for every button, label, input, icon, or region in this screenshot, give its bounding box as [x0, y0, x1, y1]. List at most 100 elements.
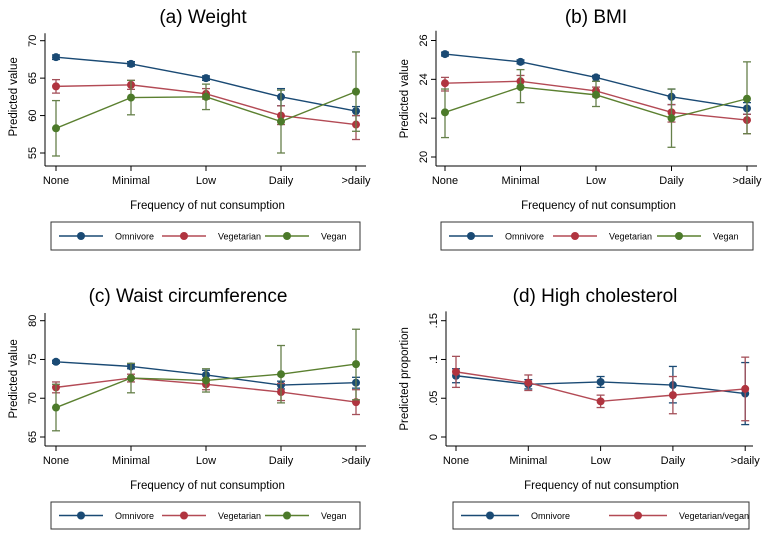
x-tick-label: Low — [591, 455, 611, 467]
legend-item: Vegetarian/vegan — [609, 511, 749, 521]
y-axis-label: Predicted value — [399, 59, 411, 138]
x-tick-label: Daily — [269, 455, 294, 467]
data-point — [668, 391, 677, 400]
data-point — [524, 378, 533, 387]
y-tick-label: 80 — [27, 315, 39, 327]
chart-title: (c) Waist circumference — [89, 286, 288, 307]
x-tick-label: Low — [196, 175, 216, 187]
data-point — [592, 90, 600, 99]
legend-marker — [77, 511, 85, 520]
data-point — [277, 117, 285, 126]
y-tick-label: 65 — [27, 72, 39, 84]
legend-marker — [571, 232, 579, 240]
x-tick-label: Daily — [269, 175, 294, 187]
data-point — [202, 74, 210, 83]
legend-label: Vegan — [321, 232, 347, 242]
y-tick-label: 0 — [428, 434, 440, 440]
data-point — [202, 92, 210, 101]
legend-label: Vegetarian/vegan — [679, 511, 749, 521]
legend-marker — [77, 232, 85, 240]
x-axis-label: Frequency of nut consumption — [524, 480, 679, 492]
series-vegan — [52, 328, 360, 432]
series-vegetarian-vegan — [452, 355, 750, 422]
panel-3: (c) Waist circumference 65 70 75 80 Predicted… — [8, 286, 371, 530]
data-point — [52, 403, 60, 412]
legend: Omnivore Vegetarian/vegan — [452, 501, 750, 530]
legend-label: Omnivore — [505, 232, 544, 242]
data-point — [277, 370, 285, 379]
panel-2: (b) BMI 20 22 24 26 Predicted value None Minima… — [399, 7, 762, 251]
x-tick-label: None — [443, 455, 469, 467]
y-tick-label: 24 — [418, 73, 430, 85]
legend: Omnivore Vegetarian Vegan — [440, 221, 754, 251]
x-tick-label: None — [432, 175, 458, 187]
x-tick-label: Daily — [661, 455, 686, 467]
series-omnivore — [52, 53, 360, 117]
data-point — [52, 82, 60, 91]
legend: Omnivore Vegetarian Vegan — [50, 501, 361, 530]
y-tick-label: 65 — [27, 431, 39, 443]
x-axis-label: Frequency of nut consumption — [130, 200, 285, 212]
legend-item: Vegan — [265, 232, 347, 242]
series-vegan — [441, 61, 751, 148]
data-point — [52, 357, 60, 366]
x-tick-label: >daily — [731, 455, 761, 467]
legend-label: Vegetarian — [609, 232, 652, 242]
series-omnivore — [452, 361, 750, 426]
x-tick-label: Minimal — [509, 455, 547, 467]
x-tick-label: Minimal — [112, 455, 150, 467]
y-tick-label: 22 — [418, 112, 430, 124]
legend-label: Omnivore — [531, 511, 570, 521]
legend-marker — [634, 511, 642, 520]
x-tick-label: Minimal — [112, 175, 150, 187]
data-point — [441, 79, 449, 88]
y-axis-label: Predicted value — [8, 57, 20, 136]
y-tick-label: .15 — [428, 313, 440, 328]
legend-item: Vegan — [265, 511, 347, 521]
data-point — [743, 94, 751, 103]
x-tick-label: Daily — [659, 175, 684, 187]
y-tick-label: 70 — [27, 35, 39, 47]
legend-item: Omnivore — [59, 232, 154, 242]
data-point — [596, 397, 605, 406]
data-point — [516, 57, 525, 66]
series-omnivore — [441, 50, 751, 115]
y-tick-label: 20 — [418, 151, 430, 163]
data-point — [52, 124, 60, 133]
data-point — [596, 377, 605, 386]
legend-item: Vegan — [657, 232, 739, 242]
legend-item: Vegetarian — [162, 232, 261, 242]
legend-marker — [486, 511, 494, 520]
x-axis-label: Frequency of nut consumption — [130, 480, 285, 492]
y-axis-label: Predicted proportion — [399, 327, 411, 431]
legend-label: Vegan — [321, 511, 347, 521]
legend: Omnivore Vegetarian Vegan — [50, 221, 361, 251]
legend-label: Omnivore — [115, 232, 154, 242]
data-point — [352, 360, 360, 369]
legend-item: Omnivore — [449, 232, 544, 242]
y-tick-label: 55 — [27, 147, 39, 159]
chart-title: (a) Weight — [159, 7, 247, 28]
series-vegan — [52, 51, 360, 157]
y-tick-label: 26 — [418, 34, 430, 46]
legend-item: Omnivore — [461, 511, 570, 521]
chart-title: (b) BMI — [565, 7, 627, 28]
x-tick-label: Low — [196, 455, 216, 467]
legend-item: Omnivore — [59, 511, 154, 521]
data-point — [52, 53, 60, 62]
panel-1: (a) Weight 55 60 65 70 Predicted value None Min… — [8, 7, 371, 251]
chart-title: (d) High cholesterol — [513, 286, 678, 307]
x-tick-label: >daily — [341, 175, 371, 187]
data-point — [352, 87, 360, 96]
data-point — [452, 367, 460, 376]
data-point — [127, 93, 135, 102]
legend-marker — [180, 232, 188, 240]
legend-label: Vegetarian — [218, 511, 261, 521]
y-tick-label: 70 — [27, 392, 39, 404]
y-axis-label: Predicted value — [8, 339, 20, 418]
x-tick-label: Low — [586, 175, 606, 187]
data-point — [741, 384, 750, 393]
y-tick-label: 60 — [27, 109, 39, 121]
panel-4: (d) High cholesterol 0 .05 .1 .15 Predicted p… — [399, 286, 761, 530]
